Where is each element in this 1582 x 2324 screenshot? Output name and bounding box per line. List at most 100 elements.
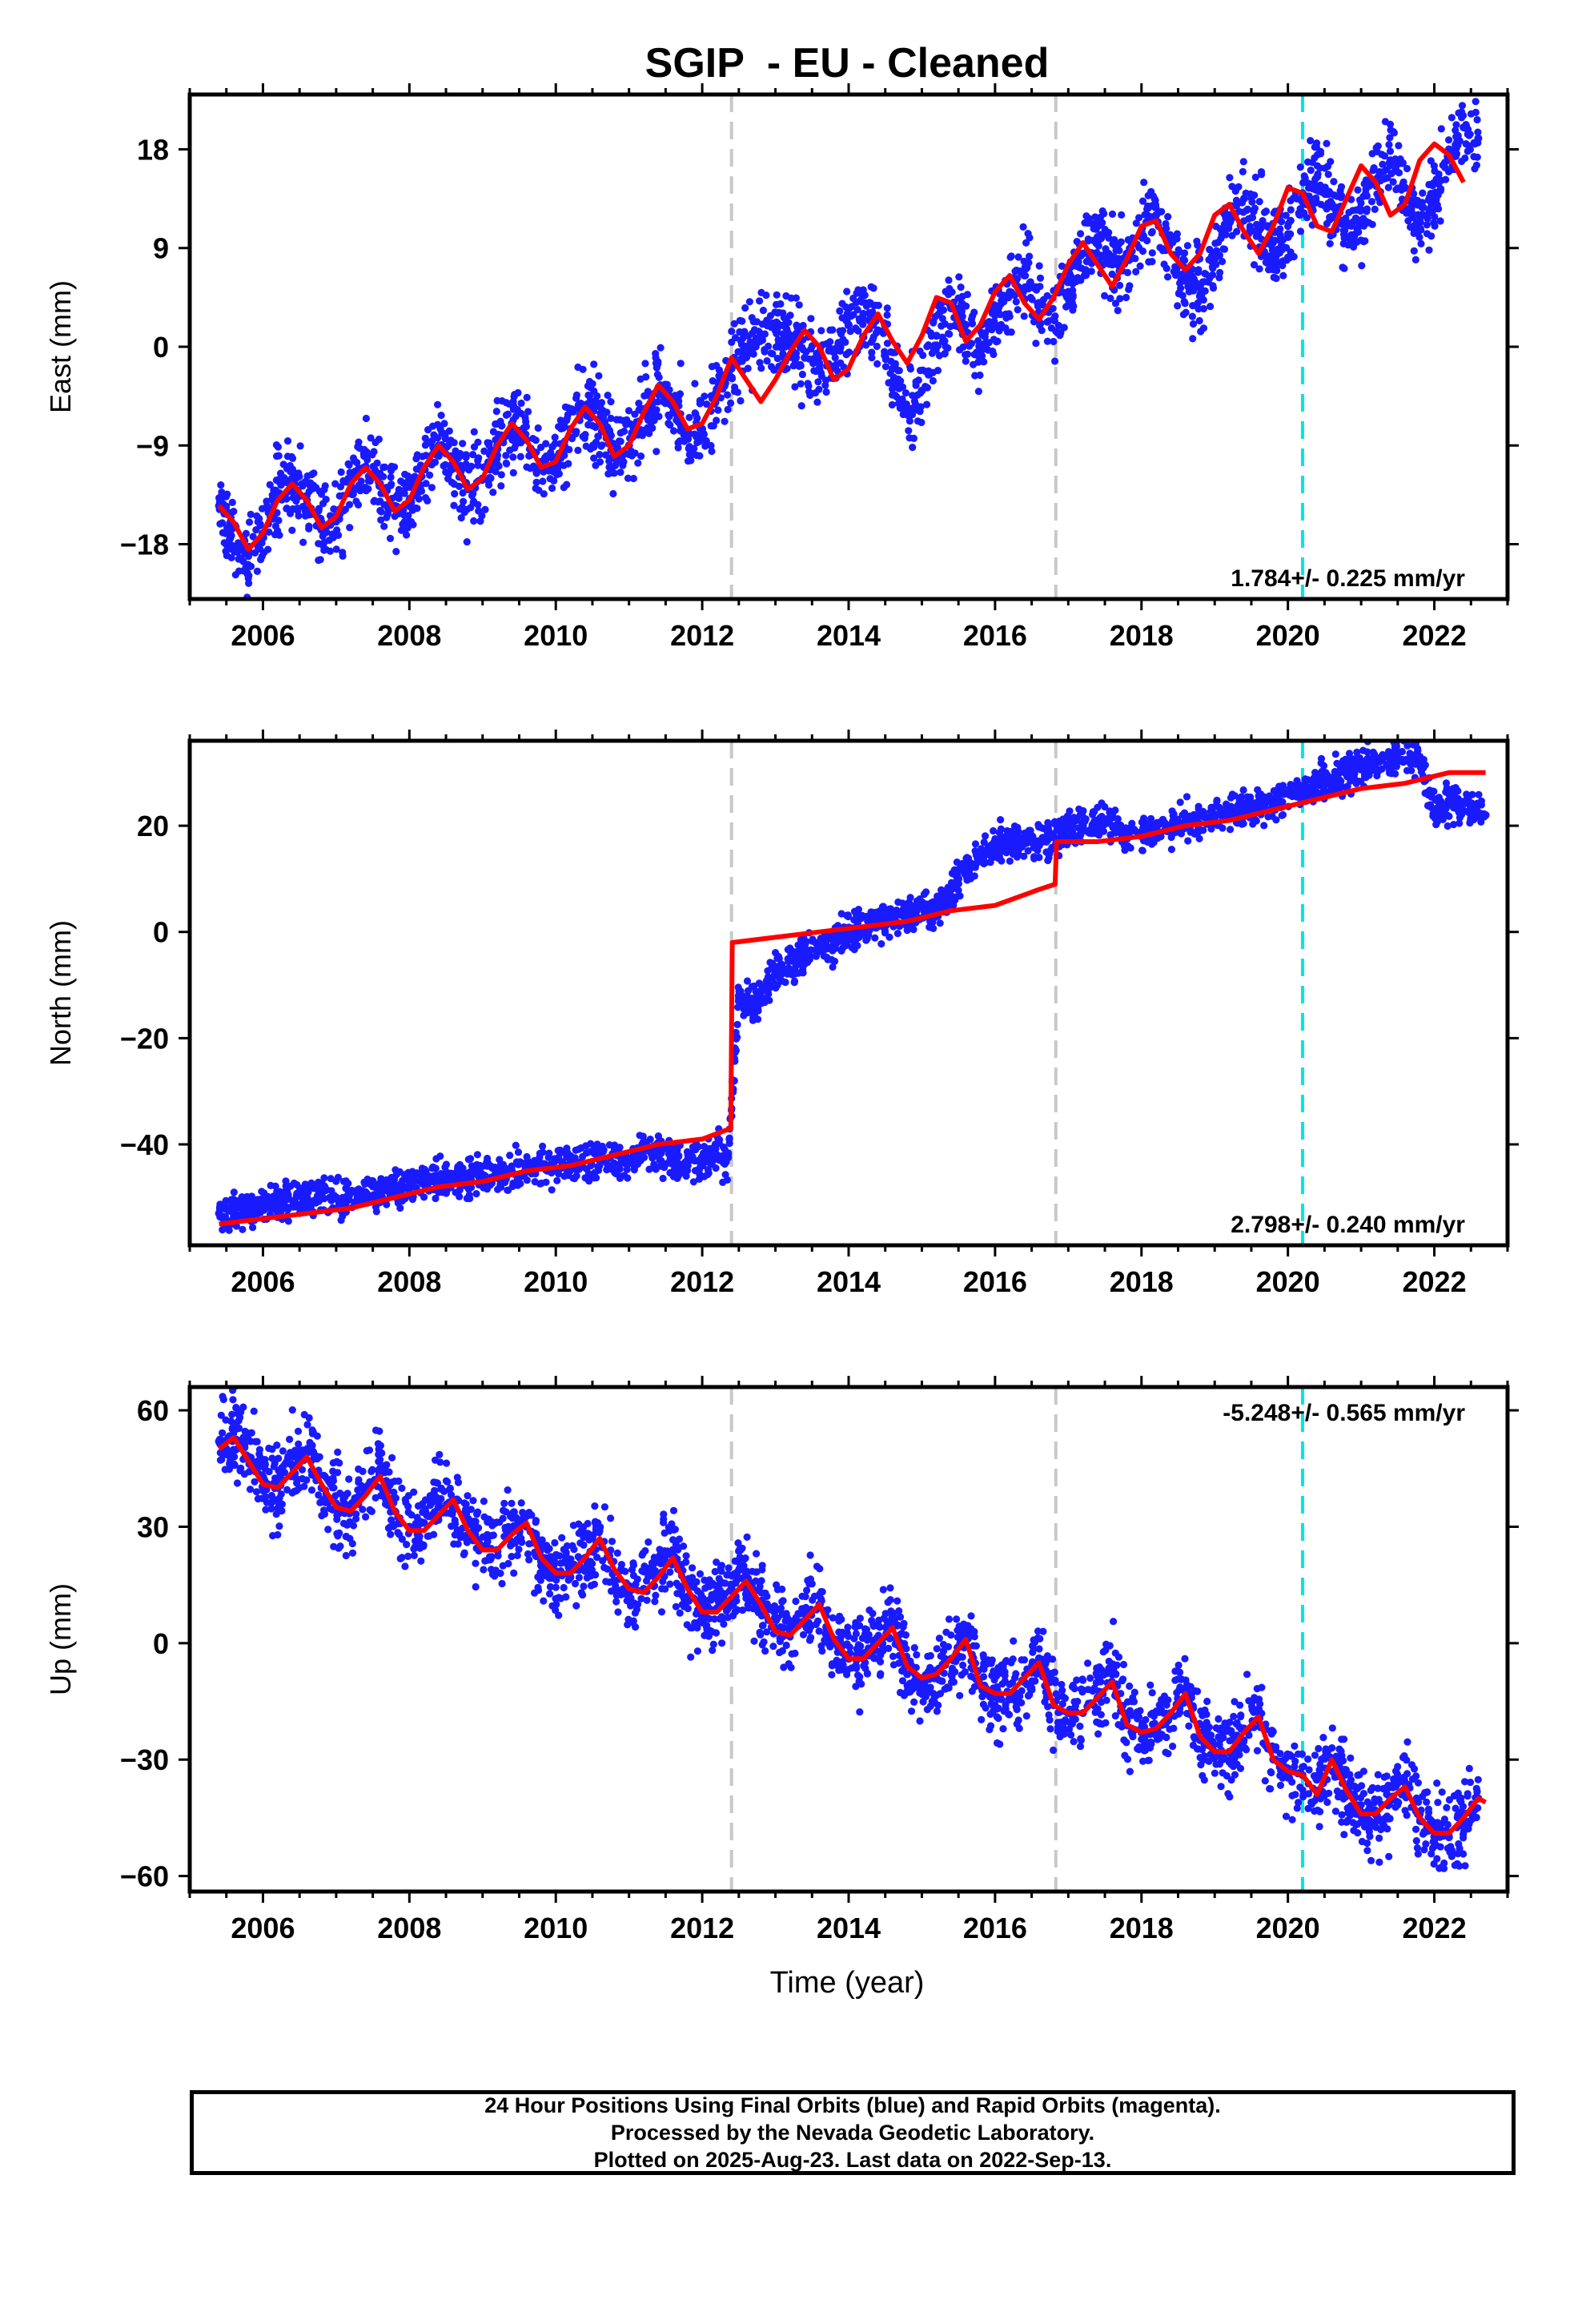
data-point [654,360,662,368]
data-point [537,444,545,452]
data-point [400,511,408,519]
data-point [771,326,780,335]
data-point [1132,219,1140,227]
data-point [344,1180,352,1188]
x-tick-label: 2020 [1256,619,1320,652]
data-point [430,431,438,439]
data-point [1417,239,1425,247]
data-point [970,351,978,359]
data-point [1296,205,1304,213]
panel-1: 2006 2008 2010 2012 2014 2016 2018 2020 2022−18−… [44,83,1519,652]
data-point [514,1148,523,1156]
data-point [574,363,582,372]
data-point [1184,283,1192,291]
data-point [539,477,547,485]
x-tick-label: 2016 [963,619,1027,652]
data-point [1108,260,1117,269]
data-point [785,332,794,340]
data-point [1327,190,1335,198]
data-point [598,441,606,449]
data-point [1135,243,1143,251]
data-point [523,1176,532,1184]
data-point [1425,246,1433,254]
data-point [594,1163,602,1171]
data-point [542,452,550,460]
data-point [817,372,825,380]
data-point [230,508,238,516]
data-point [283,437,292,445]
panel-2: 2006 2008 2010 2012 2014 2016 2018 2020 2022−40−… [44,730,1519,1298]
data-point [709,422,717,430]
data-point [1287,206,1295,214]
data-point [1132,267,1140,275]
data-point [845,320,853,329]
data-point [1226,174,1234,182]
data-point [778,344,786,352]
data-point [440,462,448,470]
data-point [901,389,909,397]
data-point [941,349,949,357]
data-point [464,1156,472,1164]
data-point [741,304,749,312]
data-point [1410,247,1418,255]
data-point [437,412,445,420]
data-point [480,447,488,456]
data-point [1283,233,1292,242]
data-point [231,1205,239,1213]
data-point [517,399,525,408]
data-point [334,1173,342,1181]
data-point [283,505,291,513]
data-point [894,898,902,907]
data-point [483,1160,491,1168]
data-point [442,1189,451,1197]
data-point [772,343,781,351]
data-point [412,504,420,512]
data-point [959,343,967,351]
data-point [1461,154,1469,163]
data-point [689,1178,698,1186]
data-point [1069,306,1077,314]
data-point [1458,102,1467,110]
data-point [1414,211,1423,219]
data-point [594,432,602,440]
data-point [239,1225,247,1233]
data-point [381,463,389,472]
data-point [1103,249,1112,257]
data-point [683,430,692,439]
data-point [1138,197,1147,205]
data-point [815,364,824,373]
data-point [1425,205,1433,213]
series-points [215,98,1483,599]
data-point [1167,846,1175,854]
y-tick-label: 0 [153,331,169,364]
data-point [222,547,230,556]
plot-area [215,741,1490,1245]
data-point [778,336,787,344]
data-point [757,364,765,372]
data-point [1106,808,1114,816]
data-point [773,291,781,299]
data-point [766,312,775,320]
data-point [889,373,898,381]
data-point [869,284,877,292]
data-point [339,552,347,561]
data-point [1363,192,1371,200]
data-point [1095,222,1103,230]
data-point [1062,832,1070,841]
data-point [432,1164,440,1172]
data-point [470,428,478,436]
data-point [917,386,926,395]
data-point [276,469,285,477]
data-point [470,517,478,525]
data-point [440,429,448,437]
data-point [1445,136,1453,144]
data-point [1019,223,1027,231]
data-point [394,492,403,500]
data-point [516,452,524,460]
data-point [1189,335,1197,343]
data-point [1360,179,1368,188]
data-point [813,359,821,367]
data-point [485,481,493,489]
data-point [352,497,360,505]
data-point [376,469,384,477]
